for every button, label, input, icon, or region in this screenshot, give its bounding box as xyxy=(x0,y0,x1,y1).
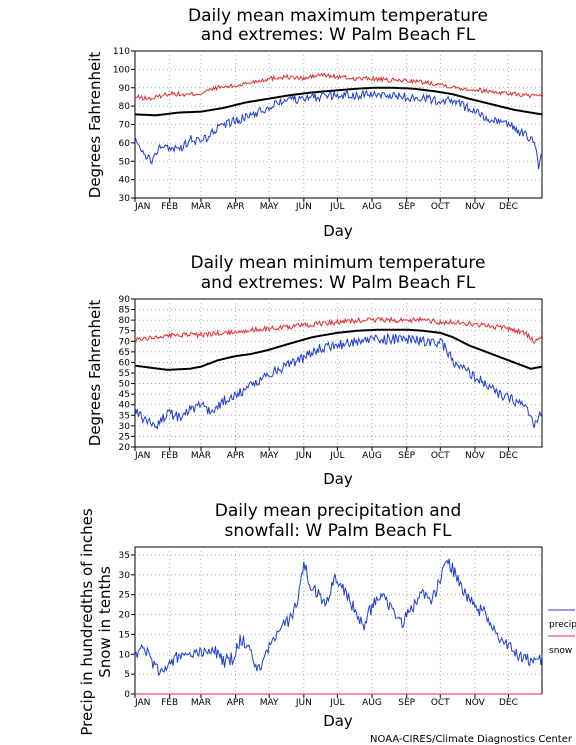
series-line-extreme_high xyxy=(134,316,543,345)
x-tick-label: NOV xyxy=(465,451,486,461)
y-tick-label: 60 xyxy=(119,358,131,368)
x-tick-label: JUL xyxy=(329,202,344,212)
chart1-ylabel: Degrees Fahrenheit xyxy=(86,52,104,199)
x-tick-label: AUG xyxy=(362,202,382,212)
y-tick-label: 10 xyxy=(119,650,131,660)
x-tick-label: MAR xyxy=(191,698,211,708)
series-line-extreme_high xyxy=(134,72,543,102)
y-tick-label: 90 xyxy=(119,84,131,94)
x-tick-label: MAR xyxy=(191,451,211,461)
x-tick-label: JUN xyxy=(295,451,312,461)
x-tick-label: FEB xyxy=(161,698,178,708)
legend-label-precip: precip xyxy=(549,620,576,630)
y-tick-label: 40 xyxy=(119,176,131,186)
x-tick-label: JUL xyxy=(329,698,344,708)
y-tick-label: 20 xyxy=(119,443,131,453)
y-tick-label: 55 xyxy=(119,369,130,379)
y-tick-label: 85 xyxy=(119,306,130,316)
chart1-title-line1: Daily mean maximum temperature xyxy=(188,6,488,26)
chart3-ylabel-line2: Snow in tenths xyxy=(96,566,114,678)
chart2-ylabel: Degrees Fahrenheit xyxy=(86,300,104,447)
x-tick-label: DEC xyxy=(499,698,518,708)
y-tick-label: 65 xyxy=(119,348,130,358)
x-tick-label: SEP xyxy=(398,698,415,708)
chart1-plot: 30 40 50 60 70 80 90 100 110 JAN FEB MAR APR MAY JUN JU… xyxy=(113,47,543,212)
x-tick-label: DEC xyxy=(499,451,518,461)
y-tick-label: 0 xyxy=(124,690,130,700)
x-tick-label: AUG xyxy=(362,451,382,461)
x-tick-label: MAY xyxy=(260,451,279,461)
series-line-mean xyxy=(135,86,543,117)
plot-frame xyxy=(134,298,543,448)
x-tick-label: JUL xyxy=(329,451,344,461)
series-line-extreme_low xyxy=(134,332,543,430)
x-tick-label: OCT xyxy=(431,698,450,708)
chart2-xlabel: Day xyxy=(323,470,353,488)
y-tick-label: 15 xyxy=(119,630,130,640)
x-tick-label: JAN xyxy=(134,451,150,461)
y-tick-label: 50 xyxy=(119,157,131,167)
x-tick-label: MAY xyxy=(260,202,279,212)
x-tick-label: JUN xyxy=(295,202,312,212)
y-tick-label: 35 xyxy=(119,551,130,561)
y-tick-label: 25 xyxy=(119,591,130,601)
chart3-title-line2: snowfall: W Palm Beach FL xyxy=(224,521,452,541)
y-tick-label: 35 xyxy=(119,411,130,421)
x-tick-label: JUN xyxy=(295,698,312,708)
y-tick-label: 70 xyxy=(119,121,131,131)
x-tick-label: NOV xyxy=(465,202,486,212)
y-tick-label: 40 xyxy=(119,401,131,411)
x-tick-label: APR xyxy=(227,451,245,461)
x-tick-label: MAR xyxy=(191,202,211,212)
x-tick-label: APR xyxy=(227,202,245,212)
chart3-plot: 0 5 10 15 20 25 30 35 JAN FEB MAR APR MAY JUN JUL AUG SE… xyxy=(119,546,576,708)
x-tick-label: SEP xyxy=(398,202,415,212)
y-tick-label: 80 xyxy=(119,316,131,326)
series-line-mean xyxy=(134,328,543,371)
x-tick-label: JAN xyxy=(134,698,150,708)
chart1-xlabel: Day xyxy=(323,222,353,240)
y-tick-label: 60 xyxy=(119,139,131,149)
y-tick-label: 45 xyxy=(119,390,130,400)
x-tick-label: NOV xyxy=(465,698,486,708)
chart3-title-line1: Daily mean precipitation and xyxy=(215,501,462,521)
x-tick-label: DEC xyxy=(499,202,518,212)
y-tick-label: 25 xyxy=(119,432,130,442)
y-tick-label: 30 xyxy=(119,571,131,581)
y-tick-label: 5 xyxy=(124,670,130,680)
y-tick-label: 70 xyxy=(119,337,131,347)
x-tick-label: FEB xyxy=(161,451,178,461)
y-tick-label: 110 xyxy=(113,47,130,57)
chart1-title-line2: and extremes: W Palm Beach FL xyxy=(201,25,476,45)
x-tick-label: OCT xyxy=(431,451,450,461)
chart2-title-line1: Daily mean minimum temperature xyxy=(191,253,486,273)
y-tick-label: 20 xyxy=(119,611,131,621)
plot-frame xyxy=(134,546,543,695)
series-line-extreme_low xyxy=(134,89,543,170)
chart3-ylabel-line1: Precip in hundredths of inches xyxy=(78,508,96,735)
series-line-precip xyxy=(134,558,543,677)
y-tick-label: 100 xyxy=(113,65,130,75)
y-tick-label: 30 xyxy=(119,194,131,204)
x-tick-label: APR xyxy=(227,698,245,708)
x-tick-label: AUG xyxy=(362,698,382,708)
chart2-title-line2: and extremes: W Palm Beach FL xyxy=(201,273,476,293)
chart3-xlabel: Day xyxy=(323,712,353,730)
credit-text: NOAA-CIRES/Climate Diagnostics Center xyxy=(370,734,573,745)
plot-frame xyxy=(134,50,543,199)
y-tick-label: 75 xyxy=(119,327,130,337)
x-tick-label: SEP xyxy=(398,451,415,461)
y-tick-label: 30 xyxy=(119,422,131,432)
y-tick-label: 90 xyxy=(119,295,131,305)
x-tick-label: JAN xyxy=(134,202,150,212)
x-tick-label: FEB xyxy=(161,202,178,212)
y-tick-label: 80 xyxy=(119,102,131,112)
y-tick-label: 50 xyxy=(119,380,131,390)
x-tick-label: MAY xyxy=(260,698,279,708)
legend-label-snow: snow xyxy=(549,646,572,656)
x-tick-label: OCT xyxy=(431,202,450,212)
